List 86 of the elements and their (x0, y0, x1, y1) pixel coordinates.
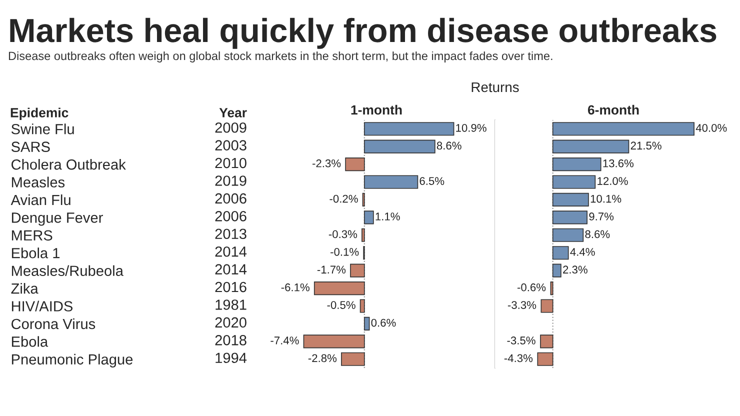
text: 1981 (216, 300, 246, 310)
bar (314, 281, 365, 296)
text: 2016 (215, 282, 246, 292)
data-label: -0.1% (330, 248, 359, 256)
y-tick-label: Ebola (12, 336, 48, 347)
x-axis-title: 6-month (588, 104, 639, 115)
bar (552, 175, 596, 189)
text: 2020 (215, 317, 246, 328)
data-label: 0.6% (371, 318, 396, 327)
bar (341, 352, 365, 366)
text: 2018 (215, 335, 246, 346)
text: 2014 (215, 246, 247, 257)
bar (362, 228, 365, 242)
data-label: -0.5% (327, 301, 356, 309)
data-label: 10.9% (456, 124, 486, 132)
data-label: 12.0% (598, 177, 628, 185)
chart-subtitle: Disease outbreaks often weigh on global stock markets in the short term, but the impact fades over time. (8, 51, 552, 62)
bar (364, 175, 418, 189)
y-axis-title: Epidemic (10, 108, 68, 120)
data-label: 6.5% (420, 177, 444, 185)
bar (552, 192, 589, 207)
text: 2010 (215, 158, 246, 168)
data-label: 13.6% (603, 159, 634, 168)
data-label: 9.7% (589, 212, 614, 220)
bar (552, 246, 569, 260)
bar (552, 140, 630, 154)
bar (345, 157, 365, 172)
bar (364, 316, 370, 331)
bar (540, 334, 554, 348)
data-label: 10.1% (590, 194, 622, 203)
data-label: 4.4% (570, 248, 595, 256)
text: 1994 (216, 352, 247, 364)
text: 2006 (215, 193, 246, 204)
text: 2013 (215, 228, 246, 240)
data-label: 8.6% (436, 142, 462, 150)
bar (350, 264, 365, 278)
data-label: -2.3% (312, 159, 341, 168)
y-tick-label: MERS (12, 230, 52, 241)
text: Returns (472, 82, 519, 92)
bar (552, 210, 588, 224)
data-label: -0.3% (328, 230, 358, 238)
data-label: -0.6% (517, 283, 546, 292)
chart-title: Markets heal quickly from disease outbreaks (10, 18, 716, 49)
data-label: -6.1% (281, 283, 310, 292)
y-tick-label: Dengue Fever (12, 212, 103, 226)
bar (360, 299, 365, 313)
text: Year (219, 108, 247, 118)
data-label: -0.2% (330, 194, 358, 203)
data-label: 40.0% (696, 124, 727, 132)
y-tick-label: Avian Flu (10, 194, 70, 206)
bar (552, 228, 584, 242)
data-label: -1.7% (317, 266, 346, 274)
text: 2009 (215, 122, 246, 133)
text: 2006 (215, 211, 246, 222)
y-tick-label: Measles/Rubeola (12, 265, 124, 276)
y-tick-label: Corona Virus (12, 318, 96, 330)
y-tick-label: Swine Flu (11, 124, 74, 134)
text: 2003 (215, 140, 246, 150)
y-tick-label: Pneumonic Plague (12, 354, 133, 368)
bar (552, 122, 694, 136)
bar (364, 122, 454, 136)
data-label: -4.3% (504, 354, 533, 362)
data-label: 1.1% (376, 212, 400, 220)
data-label: -3.3% (508, 301, 536, 309)
data-label: 2.3% (563, 266, 588, 274)
y-tick-label: Ebola 1 (12, 248, 60, 258)
data-label: -3.5% (507, 336, 536, 344)
y-tick-label: Cholera Outbreak (12, 159, 126, 170)
text: 2019 (215, 176, 246, 186)
data-label: 21.5% (630, 142, 662, 150)
bar (552, 157, 602, 172)
x-axis-title: 1-month (351, 104, 402, 115)
bar (303, 334, 365, 348)
bar (364, 210, 374, 224)
bar (540, 299, 554, 313)
data-label: -7.4% (270, 336, 299, 344)
bar (364, 140, 436, 154)
bar (552, 264, 562, 278)
data-label: 8.6% (585, 230, 610, 238)
y-tick-label: SARS (11, 142, 50, 152)
text: 2014 (215, 264, 247, 274)
y-tick-label: Zika (11, 283, 38, 294)
y-tick-label: HIV/AIDS (12, 300, 73, 312)
data-label: -2.8% (308, 354, 337, 362)
y-tick-label: Measles (12, 176, 65, 188)
bar (537, 352, 554, 366)
